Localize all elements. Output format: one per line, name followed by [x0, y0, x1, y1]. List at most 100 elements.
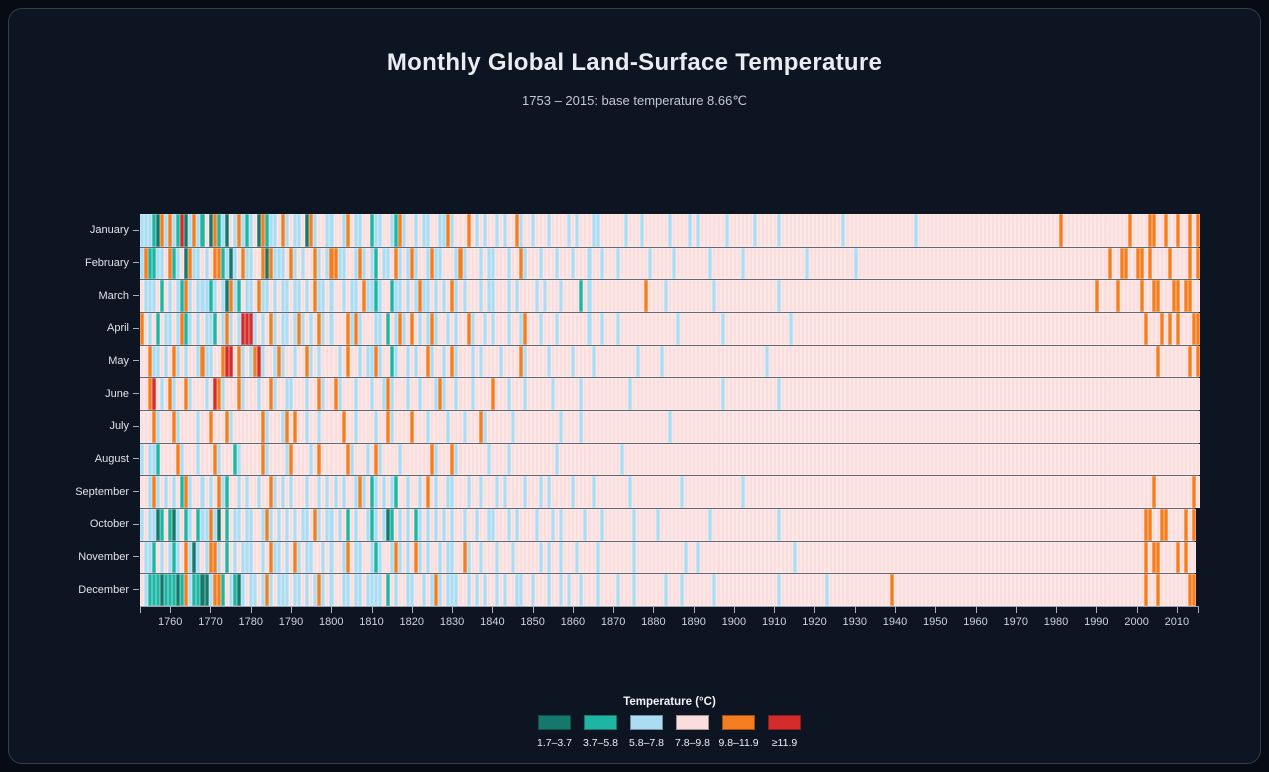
- heatmap-cell[interactable]: [305, 312, 310, 345]
- heatmap-cell[interactable]: [728, 476, 733, 508]
- heatmap-cell[interactable]: [313, 508, 318, 541]
- heatmap-cell[interactable]: [897, 443, 902, 476]
- heatmap-cell[interactable]: [144, 214, 149, 247]
- heatmap-cell[interactable]: [821, 378, 826, 410]
- heatmap-cell[interactable]: [575, 443, 580, 476]
- heatmap-cell[interactable]: [740, 214, 745, 247]
- heatmap-cell[interactable]: [1139, 247, 1144, 280]
- heatmap-cell[interactable]: [1026, 378, 1031, 410]
- heatmap-cell[interactable]: [647, 541, 652, 574]
- heatmap-cell[interactable]: [631, 280, 636, 312]
- heatmap-cell[interactable]: [877, 247, 882, 280]
- heatmap-cell[interactable]: [712, 574, 717, 606]
- heatmap-cell[interactable]: [1103, 214, 1108, 247]
- heatmap-cell[interactable]: [474, 247, 479, 280]
- heatmap-cell[interactable]: [1022, 280, 1027, 312]
- heatmap-cell[interactable]: [252, 378, 257, 410]
- heatmap-cell[interactable]: [619, 476, 624, 508]
- heatmap-cell[interactable]: [966, 574, 971, 606]
- heatmap-cell[interactable]: [353, 476, 358, 508]
- heatmap-cell[interactable]: [833, 345, 838, 378]
- heatmap-cell[interactable]: [696, 280, 701, 312]
- heatmap-cell[interactable]: [1115, 508, 1120, 541]
- heatmap-cell[interactable]: [252, 247, 257, 280]
- heatmap-cell[interactable]: [603, 476, 608, 508]
- heatmap-cell[interactable]: [450, 508, 455, 541]
- heatmap-cell[interactable]: [377, 247, 382, 280]
- heatmap-cell[interactable]: [656, 214, 661, 247]
- heatmap-cell[interactable]: [321, 443, 326, 476]
- heatmap-cell[interactable]: [192, 476, 197, 508]
- heatmap-cell[interactable]: [264, 247, 269, 280]
- heatmap-cell[interactable]: [248, 214, 253, 247]
- heatmap-cell[interactable]: [950, 476, 955, 508]
- heatmap-cell[interactable]: [627, 476, 632, 508]
- heatmap-cell[interactable]: [684, 378, 689, 410]
- heatmap-cell[interactable]: [490, 345, 495, 378]
- heatmap-cell[interactable]: [668, 443, 673, 476]
- heatmap-cell[interactable]: [647, 508, 652, 541]
- heatmap-cell[interactable]: [631, 378, 636, 410]
- heatmap-cell[interactable]: [885, 574, 890, 606]
- heatmap-cell[interactable]: [853, 214, 858, 247]
- heatmap-cell[interactable]: [216, 443, 221, 476]
- heatmap-cell[interactable]: [1159, 214, 1164, 247]
- heatmap-cell[interactable]: [768, 574, 773, 606]
- heatmap-cell[interactable]: [535, 214, 540, 247]
- heatmap-cell[interactable]: [668, 214, 673, 247]
- heatmap-cell[interactable]: [1143, 378, 1148, 410]
- heatmap-cell[interactable]: [970, 443, 975, 476]
- heatmap-cell[interactable]: [801, 541, 806, 574]
- heatmap-cell[interactable]: [426, 214, 431, 247]
- heatmap-cell[interactable]: [934, 410, 939, 443]
- heatmap-cell[interactable]: [381, 476, 386, 508]
- heatmap-cell[interactable]: [1159, 443, 1164, 476]
- heatmap-cell[interactable]: [293, 280, 298, 312]
- heatmap-cell[interactable]: [506, 476, 511, 508]
- heatmap-cell[interactable]: [450, 312, 455, 345]
- heatmap-cell[interactable]: [474, 280, 479, 312]
- heatmap-cell[interactable]: [462, 378, 467, 410]
- heatmap-cell[interactable]: [1180, 214, 1185, 247]
- heatmap-cell[interactable]: [317, 410, 322, 443]
- heatmap-cell[interactable]: [498, 312, 503, 345]
- heatmap-cell[interactable]: [325, 541, 330, 574]
- heatmap-cell[interactable]: [845, 378, 850, 410]
- heatmap-cell[interactable]: [402, 443, 407, 476]
- heatmap-cell[interactable]: [1071, 312, 1076, 345]
- heatmap-cell[interactable]: [909, 443, 914, 476]
- heatmap-cell[interactable]: [1038, 247, 1043, 280]
- heatmap-cell[interactable]: [1167, 280, 1172, 312]
- heatmap-cell[interactable]: [567, 378, 572, 410]
- heatmap-cell[interactable]: [760, 378, 765, 410]
- heatmap-cell[interactable]: [281, 312, 286, 345]
- heatmap-cell[interactable]: [619, 508, 624, 541]
- heatmap-cell[interactable]: [1192, 476, 1197, 508]
- heatmap-cell[interactable]: [841, 214, 846, 247]
- heatmap-cell[interactable]: [393, 574, 398, 606]
- heatmap-cell[interactable]: [942, 508, 947, 541]
- heatmap-cell[interactable]: [668, 410, 673, 443]
- heatmap-cell[interactable]: [873, 443, 878, 476]
- heatmap-cell[interactable]: [1075, 541, 1080, 574]
- heatmap-cell[interactable]: [1063, 247, 1068, 280]
- heatmap-cell[interactable]: [1159, 280, 1164, 312]
- heatmap-cell[interactable]: [273, 410, 278, 443]
- heatmap-cell[interactable]: [998, 574, 1003, 606]
- heatmap-cell[interactable]: [603, 280, 608, 312]
- heatmap-cell[interactable]: [909, 410, 914, 443]
- heatmap-cell[interactable]: [426, 280, 431, 312]
- heatmap-cell[interactable]: [1018, 410, 1023, 443]
- heatmap-cell[interactable]: [430, 508, 435, 541]
- heatmap-cell[interactable]: [881, 345, 886, 378]
- heatmap-cell[interactable]: [998, 345, 1003, 378]
- heatmap-cell[interactable]: [825, 280, 830, 312]
- heatmap-cell[interactable]: [1127, 247, 1132, 280]
- heatmap-cell[interactable]: [462, 214, 467, 247]
- heatmap-cell[interactable]: [232, 280, 237, 312]
- heatmap-cell[interactable]: [700, 378, 705, 410]
- heatmap-cell[interactable]: [833, 247, 838, 280]
- heatmap-cell[interactable]: [466, 345, 471, 378]
- heatmap-cell[interactable]: [393, 280, 398, 312]
- heatmap-cell[interactable]: [1163, 247, 1168, 280]
